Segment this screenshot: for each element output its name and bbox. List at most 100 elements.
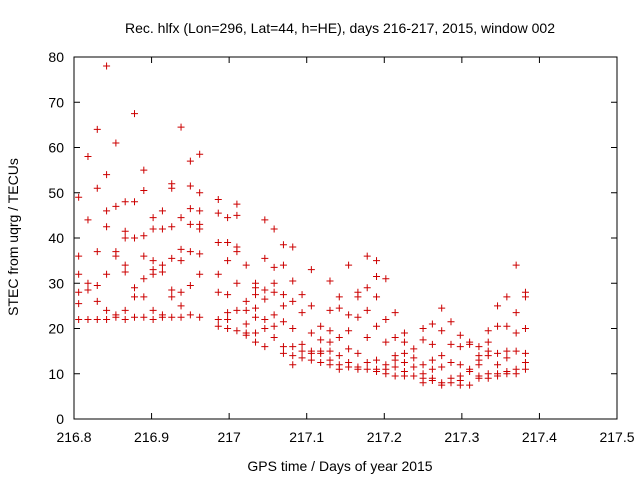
data-point: [149, 306, 157, 314]
data-point: [242, 331, 250, 339]
data-point: [121, 306, 129, 314]
x-tick-label: 217: [217, 429, 241, 445]
data-point: [512, 309, 520, 317]
data-point: [428, 340, 436, 348]
data-point: [261, 343, 269, 351]
data-point: [103, 306, 111, 314]
y-tick-label: 20: [48, 321, 64, 337]
data-point: [270, 279, 278, 287]
y-axis-label: STEC from uqrg / TECUs: [5, 158, 21, 316]
data-point: [103, 171, 111, 179]
y-tick-label: 40: [48, 230, 64, 246]
data-point: [224, 291, 232, 299]
data-point: [345, 327, 353, 335]
x-tick-label: 217.5: [599, 429, 634, 445]
data-point: [196, 189, 204, 197]
data-point: [438, 381, 446, 389]
x-tick-label: 217.1: [289, 429, 324, 445]
data-point: [214, 322, 222, 330]
data-points: [75, 62, 529, 389]
data-point: [363, 334, 371, 342]
data-point: [391, 334, 399, 342]
data-point: [252, 284, 260, 292]
data-point: [382, 275, 390, 283]
data-point: [131, 110, 139, 118]
data-point: [149, 214, 157, 222]
data-point: [494, 322, 502, 330]
data-point: [289, 343, 297, 351]
data-point: [456, 381, 464, 389]
data-point: [326, 306, 334, 314]
data-point: [382, 338, 390, 346]
data-point: [242, 320, 250, 328]
data-point: [298, 340, 306, 348]
data-point: [279, 291, 287, 299]
data-point: [103, 270, 111, 278]
data-point: [168, 184, 176, 192]
data-point: [289, 277, 297, 285]
data-point: [335, 352, 343, 360]
data-point: [75, 193, 83, 201]
data-point: [168, 254, 176, 262]
data-point: [419, 325, 427, 332]
data-point: [186, 205, 194, 213]
data-point: [103, 62, 111, 70]
data-point: [317, 349, 325, 357]
data-point: [466, 367, 474, 375]
data-point: [363, 284, 371, 292]
data-point: [252, 291, 260, 299]
data-point: [270, 288, 278, 296]
chart-title: Rec. hlfx (Lon=296, Lat=44, h=HE), days …: [125, 20, 555, 36]
data-point: [121, 198, 129, 206]
x-tick-label: 217.4: [522, 429, 557, 445]
data-point: [233, 200, 241, 208]
data-point: [196, 225, 204, 233]
data-point: [503, 293, 511, 301]
data-point: [196, 270, 204, 278]
data-point: [307, 266, 315, 274]
data-point: [326, 338, 334, 346]
data-point: [233, 306, 241, 314]
data-point: [168, 293, 176, 301]
data-point: [224, 325, 232, 332]
data-point: [140, 293, 148, 301]
data-point: [382, 370, 390, 378]
data-point: [158, 225, 166, 233]
data-point: [93, 315, 101, 323]
data-point: [512, 347, 520, 355]
data-point: [298, 309, 306, 317]
data-point: [75, 300, 83, 308]
data-point: [475, 361, 483, 369]
data-point: [140, 252, 148, 260]
data-point: [279, 261, 287, 269]
data-point: [140, 313, 148, 321]
data-point: [103, 315, 111, 323]
data-point: [158, 207, 166, 215]
data-point: [177, 313, 185, 321]
data-point: [158, 313, 166, 321]
x-tick-label: 216.9: [134, 429, 169, 445]
data-point: [93, 184, 101, 192]
data-point: [121, 261, 129, 269]
data-point: [438, 352, 446, 360]
data-point: [400, 349, 408, 357]
data-point: [410, 345, 418, 353]
data-point: [289, 297, 297, 305]
data-point: [419, 336, 427, 344]
data-point: [186, 182, 194, 190]
data-point: [354, 365, 362, 373]
data-point: [140, 232, 148, 240]
y-tick-label: 0: [56, 411, 64, 427]
data-point: [168, 313, 176, 321]
data-point: [158, 268, 166, 276]
data-point: [456, 343, 464, 351]
data-point: [84, 286, 92, 294]
data-point: [289, 352, 297, 360]
data-point: [121, 268, 129, 276]
data-point: [419, 361, 427, 369]
data-point: [521, 349, 529, 357]
data-point: [447, 340, 455, 348]
data-point: [307, 356, 315, 364]
y-tick-label: 80: [48, 49, 64, 65]
data-point: [447, 379, 455, 387]
